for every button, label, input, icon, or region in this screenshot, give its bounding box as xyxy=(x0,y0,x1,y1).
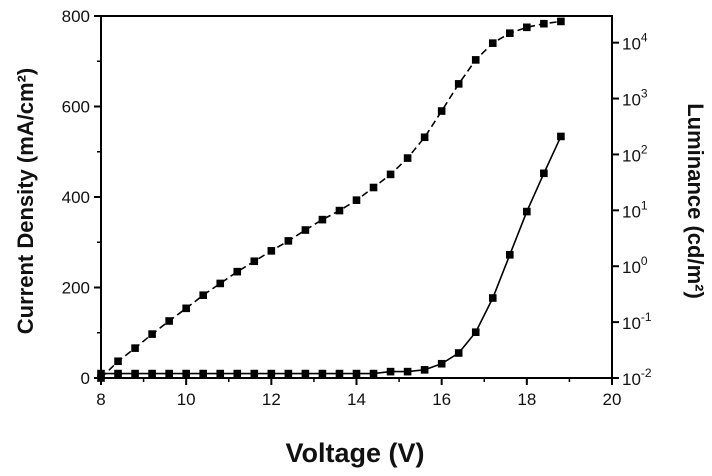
series-2-marker xyxy=(370,370,378,378)
series-1-marker xyxy=(233,268,241,276)
y-left-tick-label: 200 xyxy=(62,279,90,298)
series-2-marker xyxy=(438,360,446,368)
series-2-marker xyxy=(251,370,259,378)
y-left-axis-title: Current Density (mA/cm²) xyxy=(13,68,38,334)
series-1-marker xyxy=(131,344,139,352)
x-tick-label: 14 xyxy=(347,390,366,409)
series-1-marker xyxy=(353,196,361,204)
x-tick-label: 8 xyxy=(96,390,105,409)
y-right-tick-label: 103 xyxy=(622,87,648,110)
series-2-marker xyxy=(182,370,190,378)
series-2-line xyxy=(101,136,561,373)
series-1-marker xyxy=(489,39,497,47)
series-2-marker xyxy=(268,370,276,378)
series-2-marker xyxy=(97,370,105,378)
series-1-marker xyxy=(199,291,207,299)
series-2-marker xyxy=(131,370,139,378)
series-1-marker xyxy=(182,305,190,313)
y-right-tick-label: 102 xyxy=(622,142,648,165)
series-1-marker xyxy=(404,154,412,162)
series-1-marker xyxy=(285,237,293,245)
series-layer xyxy=(97,18,564,382)
series-2-marker xyxy=(114,370,122,378)
series-2-marker xyxy=(216,370,224,378)
series-1-marker xyxy=(216,280,224,288)
y-left-axis-ticks: 0 200 400 600 800 xyxy=(62,7,101,388)
series-2-marker xyxy=(540,169,548,177)
y-right-tick-label: 101 xyxy=(622,198,648,221)
series-2-marker xyxy=(506,251,514,259)
series-2-marker xyxy=(421,366,429,374)
series-1-marker xyxy=(557,18,565,26)
x-tick-label: 12 xyxy=(262,390,281,409)
series-2-marker xyxy=(199,370,207,378)
series-2-marker xyxy=(557,133,565,141)
series-2-marker xyxy=(404,368,412,376)
series-1-marker xyxy=(165,317,173,325)
series-1-marker xyxy=(387,171,395,179)
series-2-marker xyxy=(387,368,395,376)
series-2-marker xyxy=(285,370,293,378)
x-tick-label: 16 xyxy=(432,390,451,409)
y-right-tick-label: 10-1 xyxy=(622,310,652,333)
series-2-marker xyxy=(165,370,173,378)
series-1-marker xyxy=(336,207,344,215)
series-2-marker xyxy=(489,294,497,302)
y-right-axis-ticks: 10-2 10-1 100 101 102 103 104 xyxy=(612,31,652,389)
x-axis-ticks: 8 10 12 14 16 18 20 xyxy=(96,378,621,409)
series-2-marker xyxy=(302,370,310,378)
y-left-tick-label: 400 xyxy=(62,188,90,207)
series-1-marker xyxy=(540,20,548,28)
series-1-marker xyxy=(506,29,514,37)
series-1-marker xyxy=(251,257,259,265)
series-1-marker xyxy=(370,184,378,192)
series-2-marker xyxy=(523,208,531,216)
x-tick-label: 10 xyxy=(177,390,196,409)
y-left-tick-label: 0 xyxy=(81,369,90,388)
series-1-marker xyxy=(302,226,310,234)
y-right-axis-title: Luminance (cd/m²) xyxy=(683,103,708,299)
series-1-marker xyxy=(421,133,429,141)
series-1-marker xyxy=(472,56,480,64)
series-1-marker xyxy=(438,107,446,115)
series-1-marker xyxy=(268,247,276,255)
y-right-tick-label: 104 xyxy=(622,31,648,54)
series-2-marker xyxy=(472,328,480,336)
series-1-marker xyxy=(319,216,327,224)
series-2-marker xyxy=(353,370,361,378)
x-tick-label: 20 xyxy=(603,390,622,409)
y-left-tick-label: 800 xyxy=(62,7,90,26)
series-2-marker xyxy=(336,370,344,378)
y-left-tick-label: 600 xyxy=(62,98,90,117)
series-1-marker xyxy=(523,24,531,32)
series-1-marker xyxy=(148,330,156,338)
y-right-tick-label: 100 xyxy=(622,254,648,277)
series-2-marker xyxy=(233,370,241,378)
x-tick-label: 18 xyxy=(517,390,536,409)
x-axis-title: Voltage (V) xyxy=(285,438,424,468)
y-right-tick-label: 10-2 xyxy=(622,366,652,389)
series-1-marker xyxy=(114,357,122,365)
series-2-marker xyxy=(455,349,463,357)
series-2-marker xyxy=(148,370,156,378)
series-1-marker xyxy=(455,80,463,88)
series-2-marker xyxy=(319,370,327,378)
